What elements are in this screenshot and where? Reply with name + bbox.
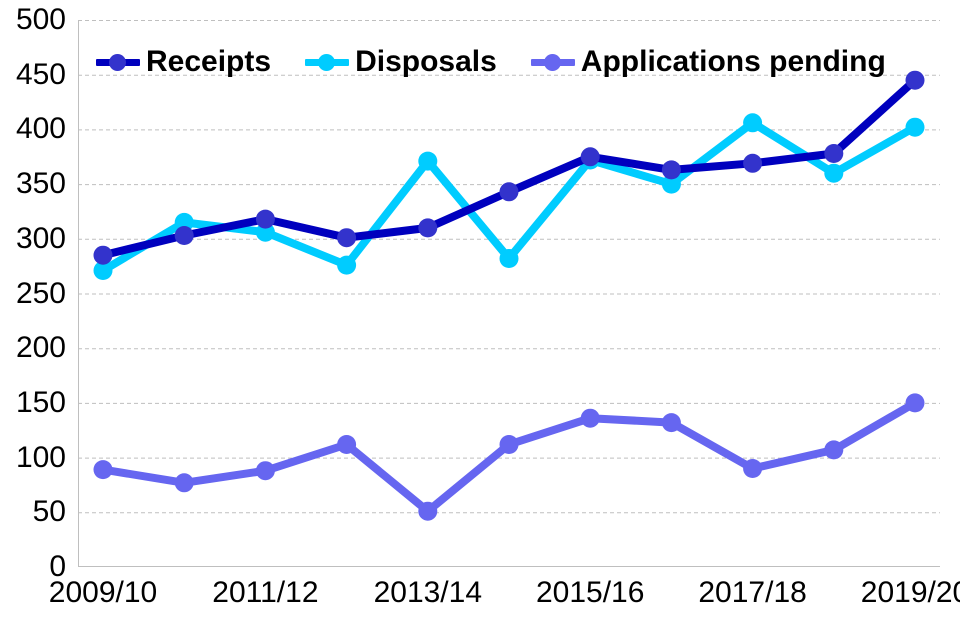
legend-item-label: Receipts: [146, 45, 272, 78]
series-applications-pending: [93, 393, 925, 521]
data-point: [661, 413, 681, 433]
data-point: [743, 153, 763, 173]
data-point: [499, 435, 519, 454]
plot-frame: [78, 20, 940, 567]
plot-area: [78, 20, 940, 567]
data-point: [499, 249, 519, 268]
data-point: [418, 501, 438, 521]
data-point: [418, 218, 438, 238]
data-point: [824, 163, 844, 183]
legend-item[interactable]: Receipts: [96, 47, 271, 77]
data-point: [499, 182, 519, 202]
data-point: [255, 209, 275, 229]
y-axis: 500 450 400 350 300 250 200 150 100 50 0: [0, 0, 66, 640]
data-point: [661, 160, 681, 180]
data-point: [93, 460, 113, 480]
data-point: [255, 222, 275, 242]
data-point: [824, 144, 844, 163]
y-axis-tick-label: 350: [15, 167, 66, 201]
x-axis-tick-label: 2015/16: [535, 576, 645, 609]
data-point: [661, 174, 681, 194]
y-axis-tick-label: 50: [32, 495, 66, 529]
data-point: [93, 245, 113, 265]
x-axis-tick-label: 2017/18: [698, 576, 807, 609]
data-point: [255, 461, 275, 481]
y-axis-tick-label: 0: [49, 550, 66, 583]
data-point: [418, 151, 438, 171]
navy-line-marker-icon: [96, 51, 140, 73]
y-axis-tick-label: 250: [15, 276, 66, 310]
plot-svg: [78, 20, 940, 567]
y-axis-tick-label: 400: [15, 112, 66, 146]
data-point: [824, 440, 844, 460]
y-axis-tick-label: 150: [15, 385, 66, 419]
data-point: [905, 393, 925, 413]
data-point: [743, 113, 763, 133]
data-point: [337, 228, 357, 248]
data-point: [743, 459, 763, 478]
purple-line-marker-icon: [530, 51, 575, 73]
data-point: [337, 255, 357, 275]
data-point: [174, 473, 194, 493]
y-axis-tick-label: 200: [15, 331, 66, 365]
legend-item[interactable]: Disposals: [305, 47, 497, 77]
data-point: [580, 408, 600, 428]
data-point: [174, 212, 194, 232]
data-point: [337, 435, 357, 454]
y-axis-tick-label: 300: [15, 221, 66, 255]
data-point: [905, 117, 925, 137]
legend-item-label: Disposals: [355, 45, 497, 78]
data-point: [905, 70, 925, 90]
legend-item[interactable]: Applications pending: [530, 45, 886, 78]
legend-item-label: Applications pending: [580, 45, 886, 78]
series-line: [99, 398, 919, 516]
x-axis-tick-label: 2009/10: [48, 576, 158, 609]
chart-legend: Receipts Disposals Applications pending: [96, 44, 886, 80]
y-axis-tick-label: 100: [15, 440, 66, 474]
data-point: [174, 226, 194, 245]
data-point: [93, 261, 113, 280]
y-axis-tick-label: 500: [15, 3, 66, 36]
y-axis-tick-label: 450: [15, 57, 66, 91]
x-axis-tick-label: 2019/20: [860, 576, 960, 609]
cyan-line-marker-icon: [305, 51, 350, 73]
data-point: [580, 147, 600, 167]
x-axis-tick-label: 2011/12: [212, 576, 319, 609]
x-axis-tick-label: 2013/14: [373, 576, 483, 609]
series-line: [99, 76, 919, 260]
series-receipts: [93, 70, 925, 265]
